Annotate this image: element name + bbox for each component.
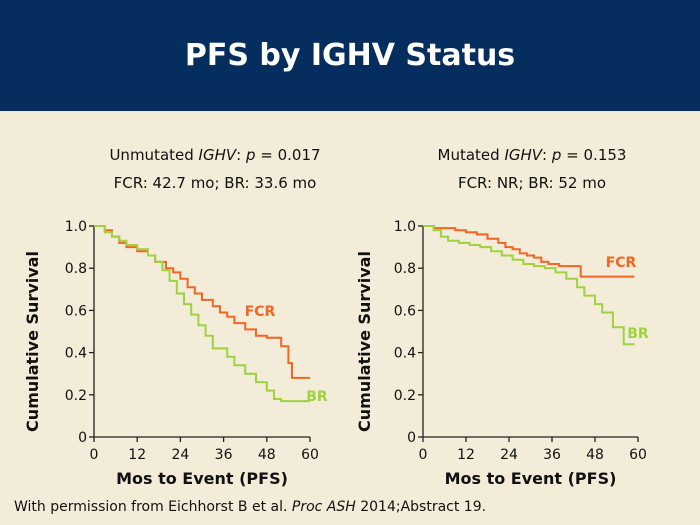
right-label-br: BR	[627, 326, 649, 342]
left-x-tick-label: 12	[128, 447, 146, 463]
right-subtitle-sep: :	[542, 146, 552, 164]
right-label-fcr: FCR	[606, 255, 637, 271]
left-subtitle-sep: :	[236, 146, 246, 164]
right-y-tick-label: 0.6	[394, 303, 416, 319]
right-subtitle-p: p	[551, 146, 562, 164]
left-median-line: FCR: 42.7 mo; BR: 33.6 mo	[113, 174, 317, 192]
right-median-line: FCR: NR; BR: 52 mo	[457, 174, 607, 192]
left-subtitle: Unmutated IGHV: p = 0.017	[65, 141, 365, 169]
right-subtitle-gene: IGHV	[504, 146, 543, 164]
left-series-fcr	[94, 225, 310, 379]
right-x-tick-label: 24	[500, 447, 518, 463]
footnote-journal: Proc ASH	[291, 499, 356, 515]
left-series-br	[94, 225, 310, 403]
left-y-tick-label: 0.4	[65, 346, 87, 362]
right-x-tick-label: 0	[419, 447, 428, 463]
left-x-tick-label: 36	[215, 447, 233, 463]
right-y-tick-label: 1.0	[394, 219, 416, 235]
right-y-tick-label: 0.8	[394, 261, 416, 277]
left-y-tick-label: 0	[78, 430, 87, 446]
left-x-tick-label: 24	[171, 447, 189, 463]
right-subtitle-prefix: Mutated	[437, 146, 505, 164]
left-panel-caption: Unmutated IGHV: p = 0.017 FCR: 42.7 mo; …	[65, 141, 365, 197]
left-y-tick-label: 0.8	[65, 261, 87, 277]
left-x-tick-label: 48	[258, 447, 276, 463]
right-y-tick-label: 0.4	[394, 346, 416, 362]
right-series-fcr	[423, 225, 635, 278]
left-subtitle-gene: IGHV	[198, 146, 237, 164]
right-x-tick-label: 36	[543, 447, 561, 463]
left-y-tick-label: 0.6	[65, 303, 87, 319]
title-banner: PFS by IGHV Status	[0, 0, 700, 111]
left-label-fcr: FCR	[245, 304, 276, 320]
left-x-axis-label: Mos to Event (PFS)	[116, 469, 288, 488]
right-y-tick-label: 0.2	[394, 388, 416, 404]
right-x-axis-label: Mos to Event (PFS)	[445, 469, 617, 488]
left-x-tick-label: 0	[90, 447, 99, 463]
left-y-tick-label: 1.0	[65, 219, 87, 235]
right-x-tick-label: 12	[457, 447, 475, 463]
right-x-tick-label: 48	[586, 447, 604, 463]
left-label-br: BR	[306, 389, 328, 405]
footnote: With permission from Eichhorst B et al. …	[14, 499, 486, 515]
right-y-tick-label: 0	[407, 430, 416, 446]
right-series-br	[423, 225, 635, 346]
right-subtitle-pvalue: = 0.153	[561, 146, 627, 164]
left-x-tick-label: 60	[301, 447, 319, 463]
left-subtitle-prefix: Unmutated	[109, 146, 199, 164]
right-subtitle: Mutated IGHV: p = 0.153	[382, 141, 682, 169]
left-y-tick-label: 0.2	[65, 388, 87, 404]
left-y-axis-label: Cumulative Survival	[23, 251, 42, 432]
footnote-prefix: With permission from Eichhorst B et al.	[14, 499, 292, 515]
page-title: PFS by IGHV Status	[184, 38, 516, 73]
left-subtitle-pvalue: = 0.017	[255, 146, 321, 164]
footnote-suffix: 2014;Abstract 19.	[355, 499, 487, 515]
right-panel-caption: Mutated IGHV: p = 0.153 FCR: NR; BR: 52 …	[382, 141, 682, 197]
right-y-axis-label: Cumulative Survival	[355, 251, 374, 432]
left-subtitle-p: p	[245, 146, 256, 164]
right-x-tick-label: 60	[629, 447, 647, 463]
